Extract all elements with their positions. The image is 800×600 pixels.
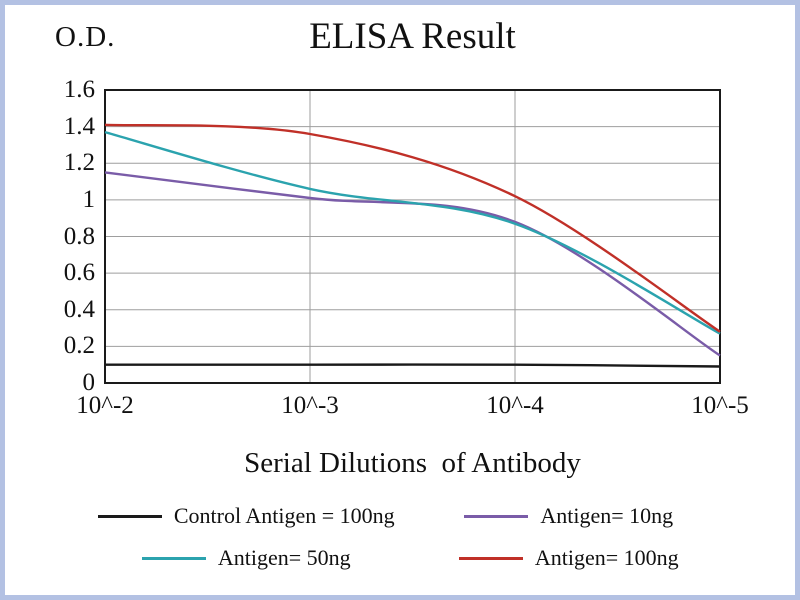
plot-border	[104, 89, 721, 384]
y-tick-label: 1.6	[63, 76, 95, 103]
series-line	[104, 123, 721, 333]
y-tick-label: 1.4	[63, 112, 95, 140]
chart-title: ELISA Result	[309, 16, 516, 57]
series-line	[104, 130, 721, 335]
legend-item: Antigen= 100ng	[458, 545, 679, 571]
y-tick-label: 0.6	[63, 259, 95, 287]
series-line	[104, 363, 721, 368]
legend: Control Antigen = 100ng Antigen= 10ng Anti…	[85, 503, 730, 571]
x-tick-label: 10^-3	[281, 392, 339, 419]
y-axis-label: O.D.	[55, 21, 116, 53]
y-tick-label: 0.4	[63, 295, 95, 323]
y-tick-label: 0.2	[63, 332, 95, 360]
x-tick-label: 10^-5	[691, 392, 749, 419]
x-axis-label: Serial Dilutions of Antibody	[244, 447, 581, 479]
legend-label: Antigen= 10ng	[540, 503, 674, 528]
y-tick-label: 1	[82, 185, 96, 213]
legend-label: Antigen= 100ng	[534, 545, 679, 570]
legend-item: Antigen= 50ng	[141, 545, 351, 571]
y-tick-label: 0.8	[63, 222, 95, 250]
legend-line-sample	[141, 556, 206, 560]
plot-area	[104, 89, 721, 384]
y-tick-label: 0	[82, 369, 96, 396]
x-tick-label: 10^-2	[76, 392, 134, 419]
y-tick-label: 1.2	[63, 149, 95, 177]
legend-item: Control Antigen = 100ng	[97, 503, 395, 529]
legend-item: Antigen= 10ng	[464, 503, 673, 529]
legend-label: Antigen= 50ng	[217, 545, 351, 570]
legend-line-sample	[464, 514, 529, 518]
legend-line-sample	[97, 514, 162, 518]
legend-line-sample	[458, 556, 523, 560]
legend-label: Control Antigen = 100ng	[173, 503, 395, 528]
x-tick-label: 10^-4	[486, 392, 544, 419]
